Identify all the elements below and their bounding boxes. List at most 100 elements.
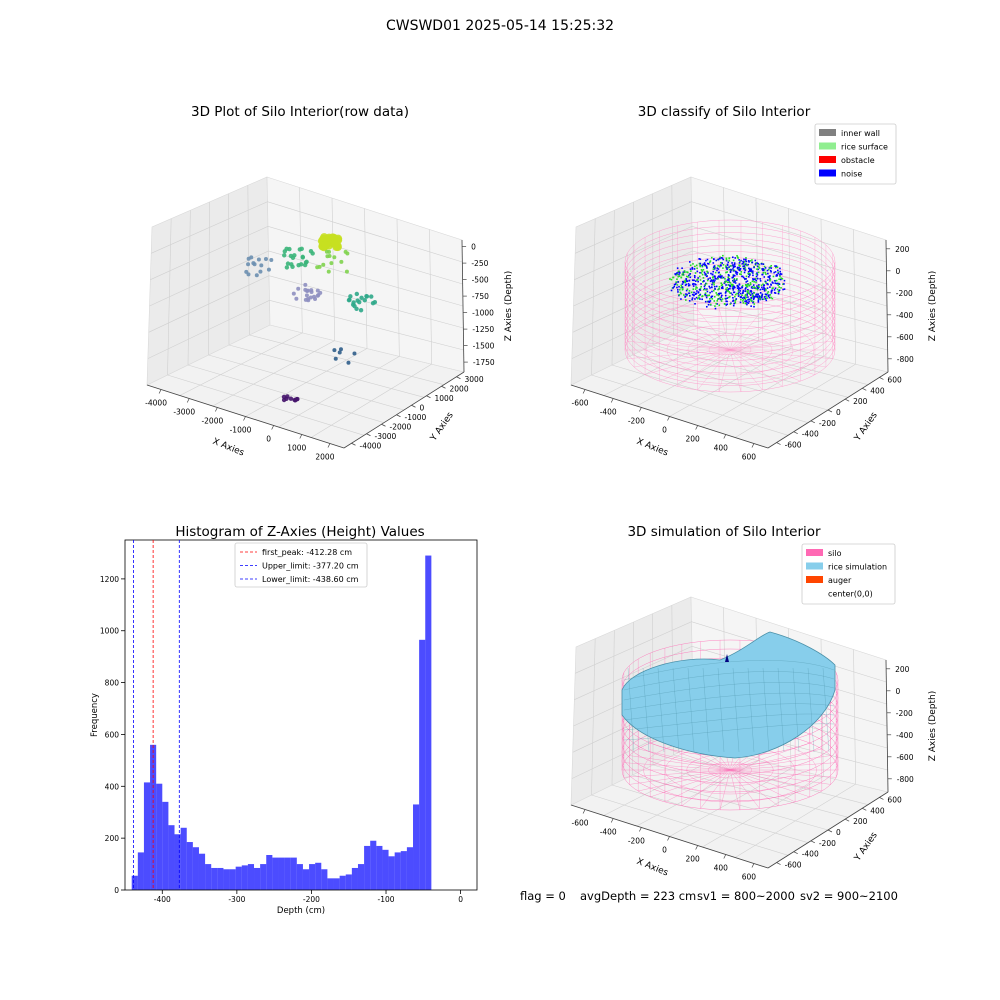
classified-point — [744, 293, 747, 296]
y-tick-label: -3000 — [375, 432, 397, 441]
classified-point — [749, 294, 752, 296]
classified-point — [728, 268, 731, 271]
silo-floor-spoke — [629, 755, 731, 771]
silo-floor-spoke — [650, 742, 731, 771]
classified-point — [736, 273, 738, 276]
histogram-bar — [302, 869, 310, 890]
histogram-bar — [260, 864, 267, 890]
classified-point — [699, 262, 702, 265]
classified-point — [745, 287, 747, 289]
data-point — [359, 295, 364, 301]
classified-point — [772, 282, 774, 284]
classified-point — [685, 278, 688, 281]
classified-point — [691, 293, 694, 296]
classified-point — [725, 298, 727, 300]
classified-point — [745, 281, 748, 283]
classified-point — [758, 267, 761, 269]
classified-point — [713, 265, 716, 267]
classified-point — [751, 261, 754, 264]
classified-point — [773, 291, 776, 294]
y-tick-label: 0 — [114, 886, 119, 895]
classified-point — [685, 299, 687, 301]
classified-point — [714, 277, 717, 280]
x-tick-label: 200 — [685, 435, 700, 444]
classified-point — [750, 291, 753, 293]
classified-point — [779, 270, 782, 273]
classified-point — [743, 296, 745, 299]
silo-floor-spoke — [718, 308, 731, 351]
classified-point — [763, 276, 766, 278]
classified-point — [752, 294, 754, 296]
classified-point — [692, 285, 695, 287]
classified-point — [686, 271, 688, 273]
x-tick — [639, 827, 642, 832]
classified-point — [778, 283, 781, 285]
classified-point — [700, 285, 702, 288]
y-axis-label: Y Axies — [852, 830, 880, 863]
classified-point — [727, 276, 730, 279]
classified-point — [687, 271, 689, 274]
classified-point — [709, 260, 712, 262]
classified-point — [692, 263, 694, 265]
classified-point — [740, 273, 742, 276]
classified-point — [752, 298, 755, 301]
classified-point — [719, 297, 721, 299]
data-point — [321, 240, 330, 249]
classified-point — [751, 295, 754, 298]
classified-point — [745, 302, 747, 304]
classify-legend — [814, 123, 897, 185]
classified-point — [698, 297, 700, 299]
classified-point — [720, 287, 723, 289]
classified-point — [725, 300, 728, 303]
classified-point — [749, 283, 752, 286]
x-tick-label: 400 — [714, 864, 729, 873]
histogram-bar — [400, 851, 407, 890]
silo-floor-spoke — [729, 742, 810, 771]
data-point — [288, 396, 294, 401]
histogram-bar — [357, 864, 365, 890]
classified-point — [760, 263, 763, 265]
classified-point — [761, 293, 764, 296]
data-point — [354, 306, 359, 312]
classified-point — [699, 298, 701, 300]
classified-point — [701, 264, 703, 267]
classified-point — [684, 271, 686, 274]
classified-point — [674, 283, 677, 285]
classified-point — [743, 263, 745, 266]
classified-point — [702, 268, 705, 271]
classified-point — [732, 259, 735, 262]
classified-point — [710, 279, 713, 281]
classified-point — [738, 269, 740, 271]
simulation-legend-swatch — [806, 562, 823, 570]
data-point — [317, 264, 322, 269]
classified-point — [752, 279, 755, 281]
classified-point — [748, 298, 750, 301]
classified-point — [694, 276, 696, 279]
silo-floor-spoke — [627, 349, 731, 359]
classified-point — [743, 258, 745, 261]
classified-point — [775, 265, 778, 267]
classified-point — [682, 280, 684, 283]
grid-line — [311, 363, 432, 438]
classified-point — [751, 259, 753, 261]
classified-point — [680, 292, 682, 295]
x-tick — [639, 407, 642, 412]
classified-point — [706, 294, 709, 297]
classified-point — [709, 277, 711, 279]
classified-point — [756, 265, 759, 268]
data-point — [303, 282, 308, 287]
classified-point — [729, 292, 731, 294]
classified-point — [699, 279, 702, 281]
classified-point — [728, 284, 731, 287]
classified-point — [707, 303, 710, 306]
classified-point — [760, 284, 763, 287]
classified-point — [721, 277, 723, 279]
x-tick-label: 600 — [742, 453, 757, 462]
data-point — [259, 263, 264, 268]
classified-point — [687, 283, 690, 285]
data-point — [358, 308, 364, 313]
classified-point — [726, 303, 728, 306]
classified-point — [752, 274, 754, 277]
x-tick-label: -3000 — [173, 408, 195, 417]
classify-legend-swatch — [819, 169, 836, 177]
